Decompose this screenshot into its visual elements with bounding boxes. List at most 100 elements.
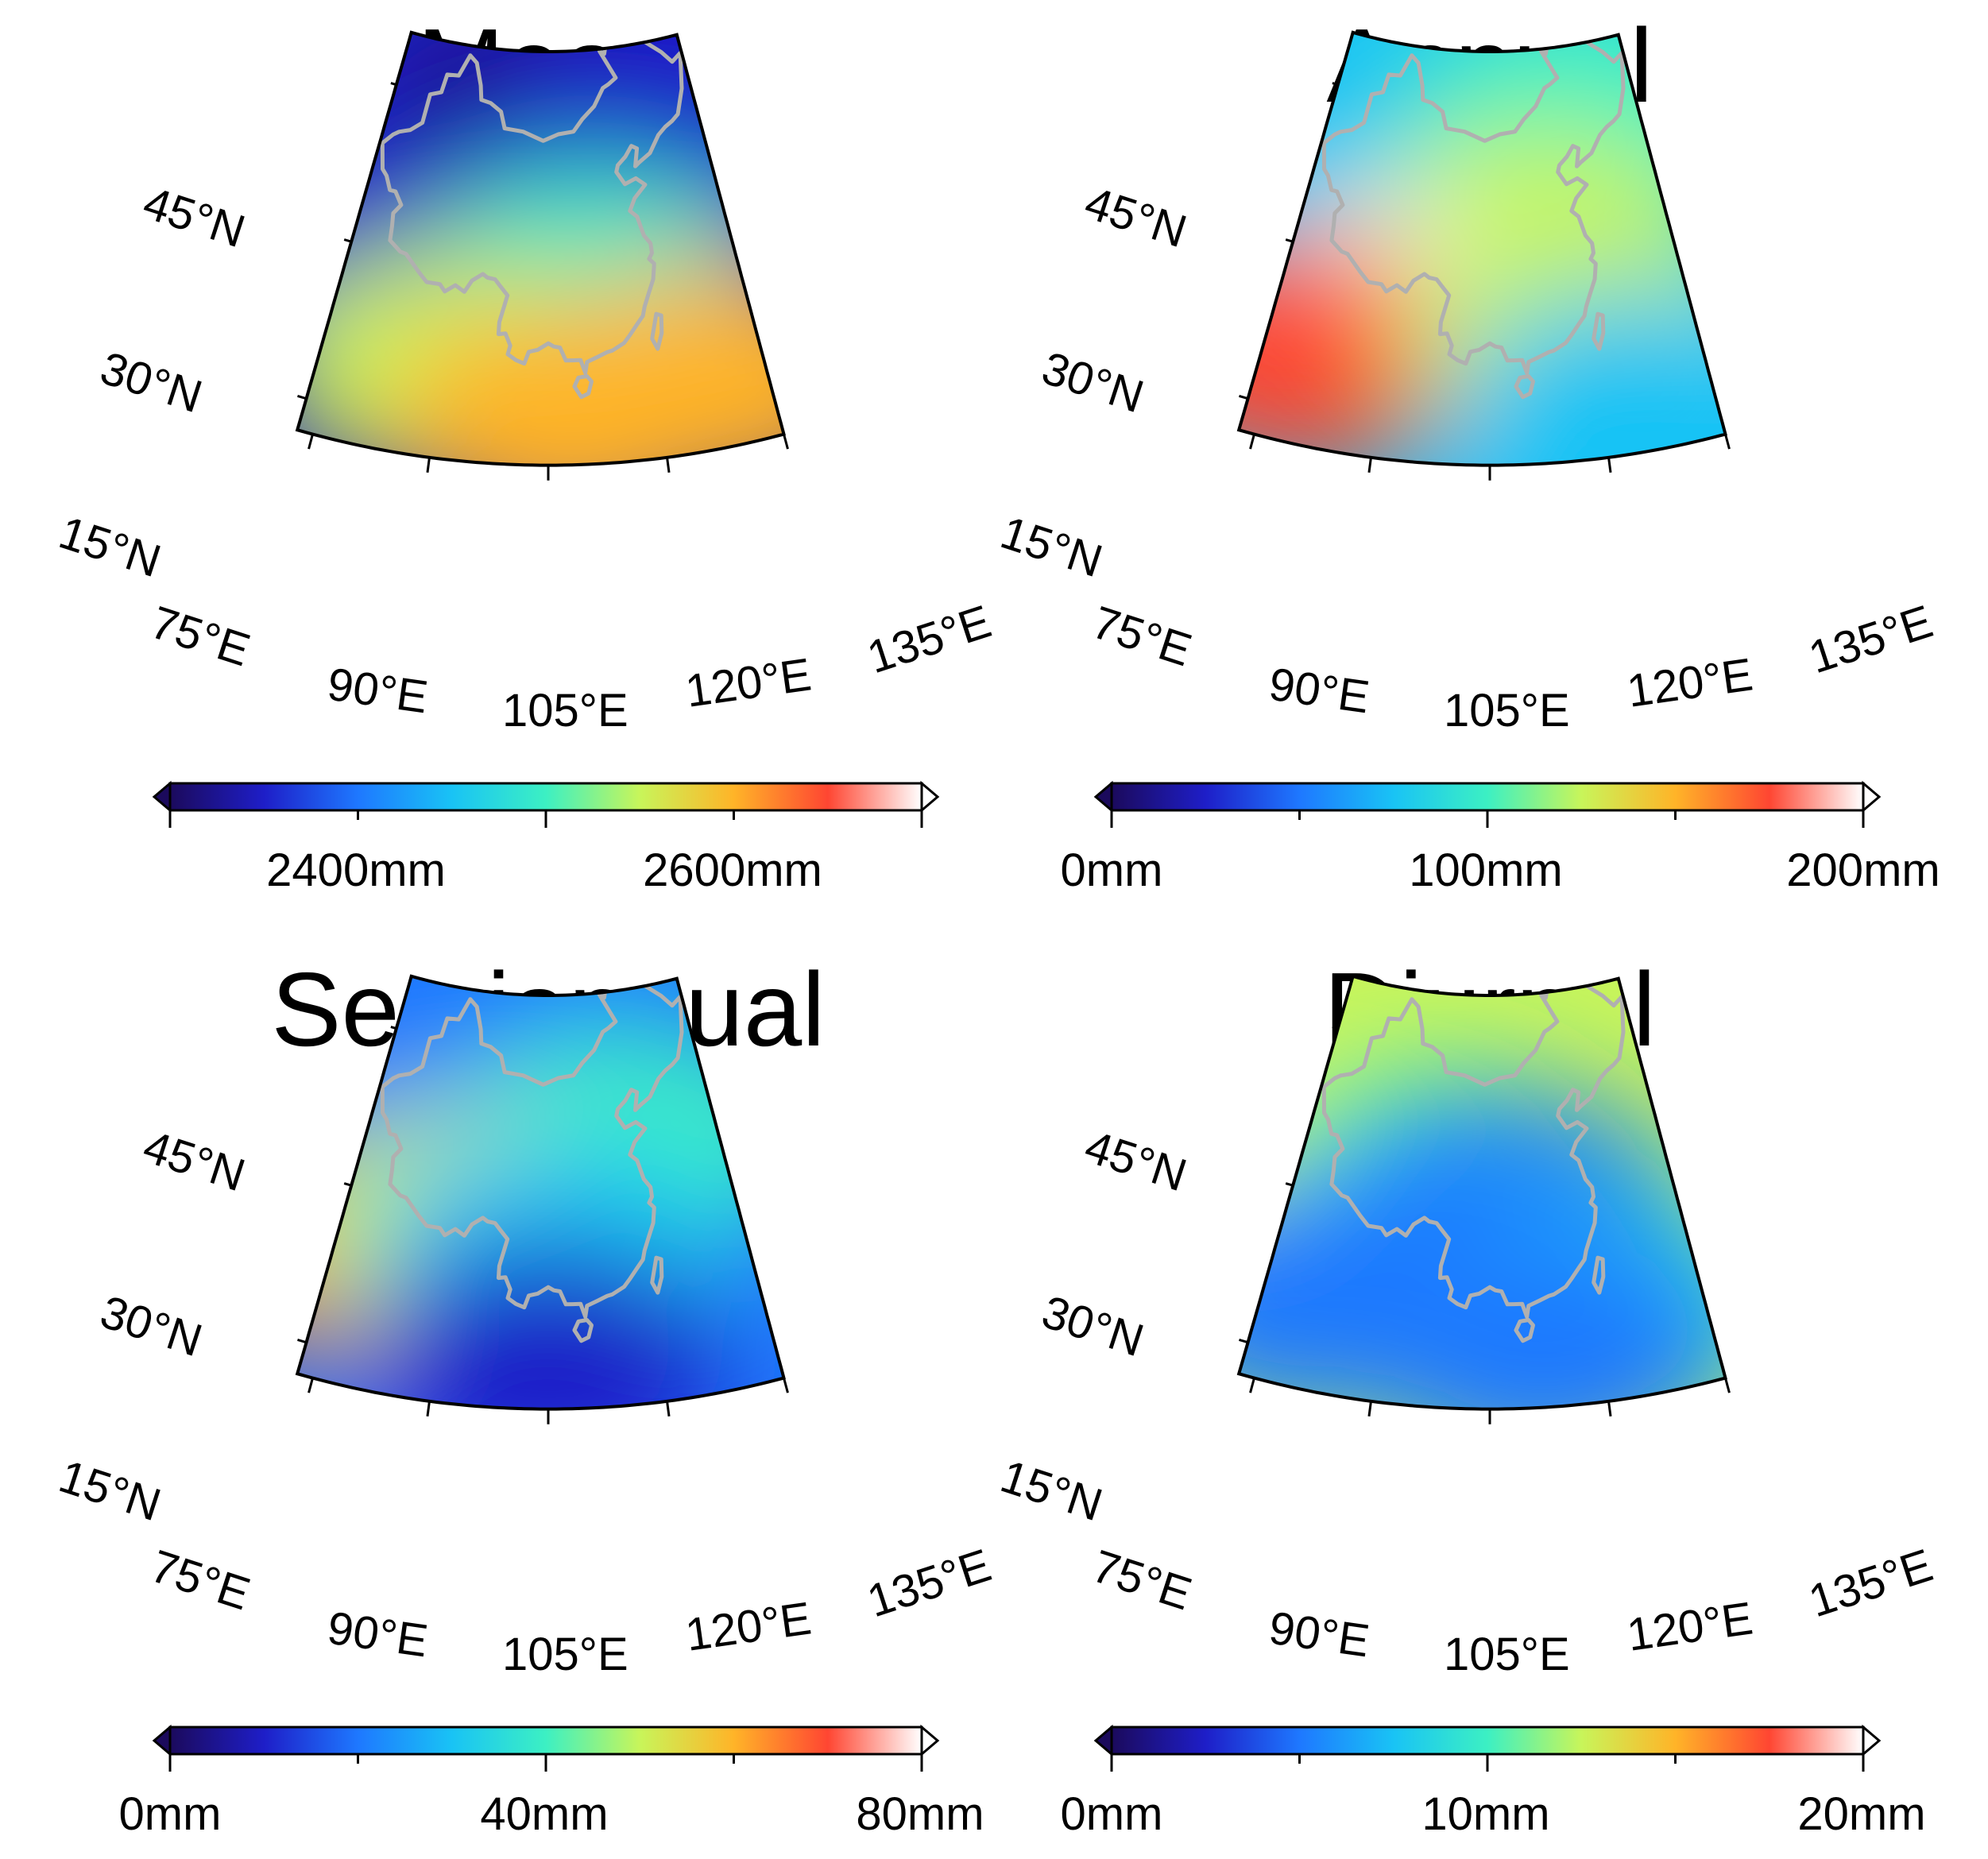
graticule-ticks [297,82,789,481]
lon-label-90: 90°E [1266,1602,1372,1668]
colorbar-label: 100mm [1409,844,1562,896]
lat-label-30: 30°N [95,1285,208,1366]
taiwan-border [650,311,664,351]
map-frame [1236,974,1727,1411]
field-blob [1457,289,1726,466]
lon-label-90: 90°E [324,659,431,724]
colorbar-label: 0mm [1061,1788,1163,1840]
lon-tick [1724,1378,1731,1393]
china-border [380,976,684,1319]
hainan-border [1514,1318,1535,1343]
color-field [1239,32,1726,466]
colorbar-mean [152,780,940,828]
lat-label-15: 15°N [995,1450,1108,1531]
lon-tick [1367,457,1372,473]
lon-label-105: 105°E [1444,685,1570,736]
panel-annual: Annual 45°N 30°N 15°N 75°E 90°E 105°E 12… [995,7,1940,896]
lon-label-105: 105°E [502,685,629,736]
colorbar-label: 20mm [1797,1788,1925,1840]
map-diurnal [1236,974,1731,1424]
lon-tick [666,1401,671,1417]
colorbar-label: 2400mm [266,844,446,896]
lon-label-135: 135°E [1803,596,1939,684]
colorbar-label: 200mm [1786,844,1940,896]
lon-tick [426,1401,431,1417]
map-semiannual [295,974,789,1424]
lat-label-30: 30°N [95,342,208,423]
lon-label-135: 135°E [1803,1540,1939,1628]
colorbar-low-arrow [1093,1724,1113,1757]
map-frame [295,30,786,467]
lon-label-75: 75°E [1086,1540,1197,1621]
field-blobs [1239,1070,1726,1409]
panel-mean: Mean 45°N 30°N 15°N 75°E 90°E 105°E 120°… [53,7,997,896]
colorbar-low-arrow [1093,780,1113,814]
field-blobs [1239,32,1726,466]
panel-diurnal: Diurnal 45°N 30°N 15°N 75°E 90°E 105°E 1… [995,951,1939,1840]
hainan-border [1514,374,1535,400]
map-frame [295,974,786,1411]
lon-tick [426,457,431,473]
lon-label-120: 120°E [683,648,814,717]
map-mean [295,30,789,481]
china-border [1321,32,1626,375]
colorbar-diurnal [1093,1724,1882,1772]
lat-label-45: 45°N [137,1120,251,1201]
lon-tick [307,434,314,450]
lon-label-105: 105°E [502,1629,629,1680]
lon-label-90: 90°E [324,1602,431,1668]
lon-label-120: 120°E [1624,1592,1756,1660]
lon-label-90: 90°E [1266,659,1372,724]
lon-label-135: 135°E [861,596,997,684]
lon-label-120: 120°E [683,1592,814,1660]
lat-label-45: 45°N [137,176,251,257]
colorbar-label: 0mm [119,1788,222,1840]
field-blob [1239,236,1481,466]
china-border [1321,976,1626,1319]
taiwan-border [650,1255,664,1295]
colorbar-gradient [168,782,923,812]
colorbar-gradient [168,1726,923,1756]
lat-label-45: 45°N [1079,176,1193,257]
colorbar-semiannual [152,1724,940,1772]
lon-tick [307,1378,314,1393]
lon-tick [783,1378,789,1393]
field-blobs [297,32,784,466]
color-field [297,32,784,466]
lon-label-75: 75°E [145,1540,256,1621]
lon-tick [1367,1401,1372,1417]
lon-tick [783,434,789,450]
lat-label-30: 30°N [1036,1285,1150,1366]
lon-label-75: 75°E [1086,597,1197,677]
lon-label-75: 75°E [145,597,256,677]
lat-label-15: 15°N [53,506,167,587]
lat-label-15: 15°N [53,1450,167,1531]
panel-semiannual: Semiannual 45°N 30°N 15°N 75°E 90°E 105°… [53,951,997,1840]
graticule-ticks [1239,1026,1731,1424]
colorbar-gradient [1110,782,1865,812]
colorbar-label: 80mm [856,1788,984,1840]
colorbar-label: 2600mm [643,844,822,896]
color-field [1239,976,1726,1409]
lon-tick [1249,434,1255,450]
china-border [380,32,684,375]
field-blob [365,1246,731,1409]
colorbar-low-arrow [152,780,172,814]
lon-label-105: 105°E [1444,1629,1570,1680]
colorbar-high-arrow [1862,1724,1882,1757]
field-blob [1359,1234,1725,1409]
colorbar-label: 40mm [480,1788,608,1840]
lon-tick [1607,457,1612,473]
lon-tick [1607,1401,1612,1417]
map-annual [1236,30,1731,481]
colorbar-high-arrow [920,1724,940,1757]
colorbar-gradient [1110,1726,1865,1756]
lon-label-120: 120°E [1624,648,1756,717]
map-frame [1236,30,1727,467]
colorbar-label: 0mm [1061,844,1163,896]
colorbar-label: 10mm [1421,1788,1549,1840]
lon-tick [1724,434,1731,450]
taiwan-border [1592,311,1606,351]
hainan-border [572,1318,594,1343]
